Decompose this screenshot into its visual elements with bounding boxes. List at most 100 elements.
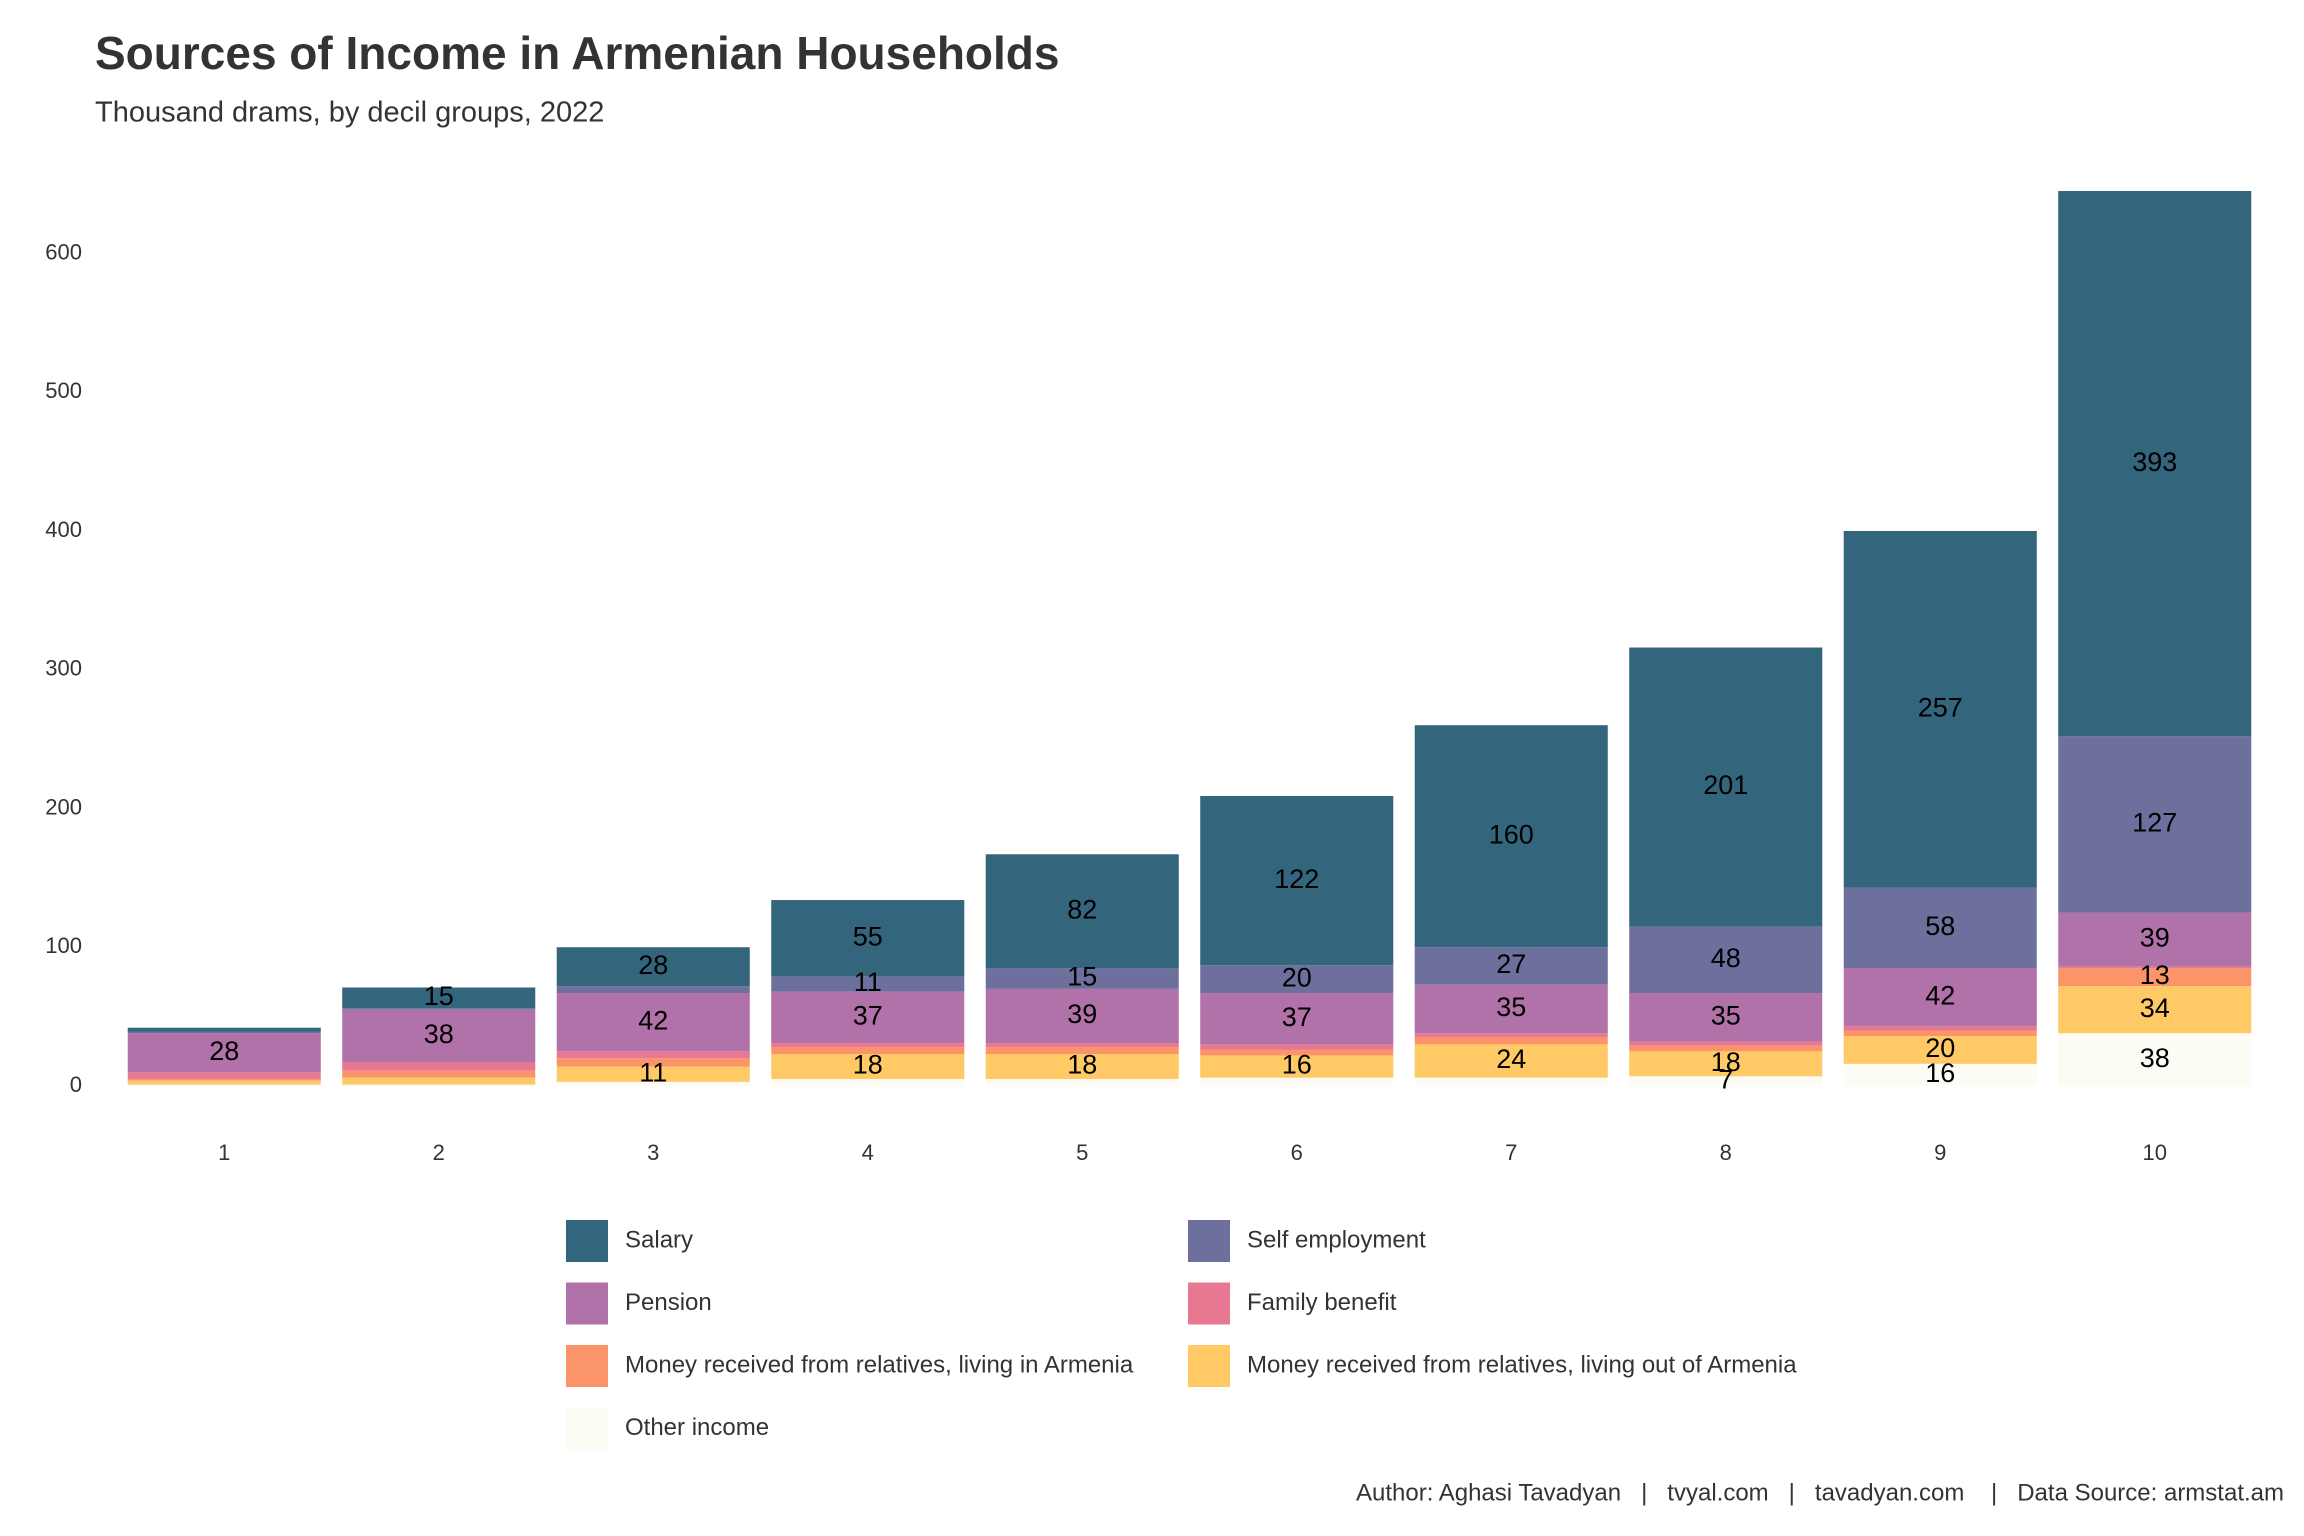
bar-segment [556, 1051, 750, 1059]
data-label: 127 [2132, 808, 2177, 838]
bar-segment [1200, 1077, 1394, 1086]
data-label: 35 [1496, 992, 1526, 1022]
bar-segment [2058, 966, 2252, 969]
x-tick-label: 7 [1505, 1140, 1517, 1165]
bar-segment [1629, 1051, 1823, 1077]
bar-segment [1843, 968, 2037, 1027]
bar-segment [1629, 926, 1823, 994]
data-label: 38 [2140, 1043, 2170, 1073]
bar-segment [2058, 1033, 2252, 1086]
bar-segment [127, 1033, 321, 1073]
y-tick-label: 300 [45, 656, 82, 681]
data-label: 257 [1918, 692, 1963, 722]
x-tick-label: 1 [218, 1140, 230, 1165]
data-label: 35 [1711, 1000, 1741, 1030]
legend-key [566, 1407, 608, 1450]
data-label: 16 [1282, 1050, 1312, 1080]
data-label: 201 [1703, 770, 1748, 800]
legend-key [1188, 1220, 1230, 1262]
bar-segment [127, 1027, 321, 1032]
legend-key [566, 1282, 608, 1325]
y-tick-label: 500 [45, 378, 82, 403]
bar-segment [1414, 1037, 1608, 1045]
bar-segment [1200, 965, 1394, 994]
bar-segment [127, 1080, 321, 1085]
data-label: 11 [639, 1057, 667, 1087]
bar-segment [1200, 1044, 1394, 1050]
bar-segment [771, 991, 965, 1043]
data-label: 15 [1067, 962, 1097, 992]
bar-segment [1414, 947, 1608, 985]
data-label: 11 [854, 967, 882, 997]
data-label: 20 [1925, 1033, 1955, 1063]
data-label: 13 [2140, 960, 2170, 990]
bar-segment [1843, 1063, 2037, 1086]
bar-segment [985, 968, 1179, 989]
bar-segment [1414, 1033, 1608, 1038]
bar-segment [771, 1042, 965, 1048]
legend-key [566, 1345, 608, 1387]
bar-segment [1414, 725, 1608, 948]
legend-label: Other income [625, 1414, 769, 1441]
bar-segment [2058, 968, 2252, 987]
bar-segment [771, 900, 965, 977]
data-label: 20 [1282, 962, 1312, 992]
legend-key [1188, 1282, 1230, 1325]
data-label: 28 [638, 950, 668, 980]
data-label: 58 [1925, 911, 1955, 941]
data-label: 82 [1067, 894, 1097, 924]
bar-segment [556, 993, 750, 1052]
bar-segment [556, 986, 750, 994]
x-tick-label: 2 [433, 1140, 445, 1165]
bar-segment [985, 854, 1179, 969]
caption: Author: Aghasi Tavadyan | tvyal.com | ta… [1356, 1479, 2284, 1506]
bar-segment [1843, 530, 2037, 888]
data-label: 18 [1067, 1050, 1097, 1080]
y-tick-label: 100 [45, 933, 82, 958]
legend-label: Salary [625, 1226, 693, 1253]
bar-segment [771, 1079, 965, 1086]
legend-key [1188, 1345, 1230, 1387]
data-label: 27 [1496, 949, 1526, 979]
bar-segment [2058, 986, 2252, 1034]
bar-segment [771, 1047, 965, 1055]
data-label: 42 [638, 1005, 668, 1035]
legend-label: Self employment [1247, 1226, 1426, 1253]
data-label: 39 [2140, 923, 2170, 953]
bar-segment [127, 1031, 321, 1034]
bar-segment [985, 1047, 1179, 1055]
bar-segment [127, 1084, 321, 1086]
bar-segment [1629, 647, 1823, 927]
bar-segment [771, 976, 965, 992]
data-label: 15 [424, 981, 454, 1011]
legend-label: Money received from relatives, living ou… [1247, 1351, 1797, 1378]
data-label: 7 [1718, 1064, 1733, 1094]
bar-segment [342, 1062, 536, 1071]
bar-segment [1629, 1076, 1823, 1086]
y-tick-label: 400 [45, 517, 82, 542]
bar-segment [985, 1079, 1179, 1086]
data-label: 18 [853, 1050, 883, 1080]
data-label: 24 [1496, 1044, 1526, 1074]
x-tick-label: 10 [2143, 1140, 2167, 1165]
data-label: 393 [2132, 447, 2177, 477]
data-label: 37 [853, 1000, 883, 1030]
legend-key [566, 1220, 608, 1262]
bar-segment [556, 1058, 750, 1067]
bar-segment [342, 1077, 536, 1085]
bar-segment [1414, 1077, 1608, 1086]
data-label: 16 [1925, 1058, 1955, 1088]
data-label: 55 [853, 921, 883, 951]
bar-segment [1629, 993, 1823, 1042]
y-tick-label: 0 [70, 1072, 82, 1097]
x-tick-label: 5 [1076, 1140, 1088, 1165]
data-label: 18 [1711, 1047, 1741, 1077]
x-tick-label: 6 [1291, 1140, 1303, 1165]
bar-segment [127, 1079, 321, 1081]
bar-segment [1843, 887, 2037, 969]
bar-segment [1629, 1041, 1823, 1046]
data-label: 28 [209, 1036, 239, 1066]
bar-segment [1200, 795, 1394, 966]
bar-segment [1414, 984, 1608, 1034]
